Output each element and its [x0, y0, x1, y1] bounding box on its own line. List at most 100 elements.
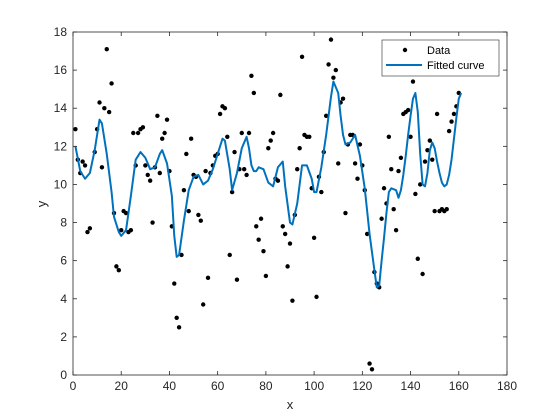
data-point [155, 113, 160, 119]
data-point [295, 167, 300, 172]
data-point [232, 149, 237, 155]
data-point [364, 231, 370, 237]
data-point [386, 134, 392, 140]
x-tick-label: 180 [497, 379, 517, 393]
data-point [422, 159, 428, 164]
y-tick-label: 0 [60, 368, 67, 382]
data-point [280, 224, 285, 229]
data-point [150, 220, 155, 225]
data-point [217, 111, 223, 117]
data-point [326, 62, 331, 67]
data-point [355, 176, 360, 181]
y-tick-label: 18 [54, 25, 68, 39]
data-point [73, 126, 78, 132]
x-tick-label: 40 [163, 379, 177, 393]
data-point [451, 111, 457, 117]
x-tick-label: 140 [401, 379, 421, 393]
data-point [162, 130, 167, 136]
data-point [449, 119, 454, 124]
data-point [340, 96, 346, 101]
data-point [188, 136, 194, 141]
legend-label-data: Data [427, 45, 451, 57]
data-point [352, 161, 358, 166]
data-point [266, 146, 271, 151]
legend: Data Fitted curve [381, 39, 500, 77]
data-point [444, 207, 449, 212]
x-tick-label: 100 [304, 379, 324, 393]
data-point [398, 155, 404, 160]
y-tick-label: 16 [54, 63, 68, 77]
data-point [432, 208, 437, 214]
data-point [369, 367, 375, 372]
data-point [268, 138, 273, 143]
x-axis-label: x [287, 397, 294, 412]
data-point [157, 170, 162, 176]
y-tick-label: 8 [60, 216, 67, 230]
data-point [160, 136, 165, 141]
plot-area [73, 32, 507, 375]
data-point [174, 315, 179, 321]
data-point [367, 361, 372, 366]
data-point [249, 73, 254, 79]
data-point [251, 90, 257, 96]
data-point [227, 252, 232, 258]
data-point [410, 79, 416, 84]
data-point [408, 134, 413, 140]
data-point [140, 125, 146, 130]
data-point [425, 147, 430, 153]
data-layer [73, 37, 463, 372]
data-point [128, 227, 134, 233]
data-point [143, 163, 148, 168]
data-point [420, 271, 425, 277]
ticks-layer: 0 20 40 60 80 100 120 140 160 180 0 2 4 6 8 10 12 14 16 18 [54, 25, 518, 393]
data-point [198, 218, 203, 223]
data-point [181, 187, 187, 193]
legend-marker-data [402, 47, 408, 53]
data-point [275, 178, 281, 183]
y-axis-label: y [34, 200, 49, 207]
data-point [106, 109, 112, 115]
data-point [145, 172, 150, 178]
data-point [263, 273, 269, 279]
data-point [114, 264, 119, 269]
data-point [314, 294, 319, 300]
data-point [87, 226, 93, 231]
data-point [123, 210, 129, 216]
data-point [290, 298, 295, 303]
data-point [418, 182, 423, 187]
data-point [135, 130, 141, 136]
data-point [297, 146, 302, 151]
data-point [82, 163, 88, 168]
data-point [229, 189, 235, 195]
data-point [405, 107, 411, 113]
legend-box [381, 39, 500, 77]
data-point [246, 130, 252, 136]
x-tick-label: 60 [211, 379, 225, 393]
data-point [80, 159, 85, 164]
y-tick-label: 14 [54, 101, 68, 115]
y-tick-label: 6 [60, 254, 67, 268]
data-point [97, 100, 102, 105]
data-point [336, 161, 341, 166]
y-tick-label: 10 [54, 177, 68, 191]
data-point [85, 229, 90, 235]
data-point [393, 227, 399, 233]
data-point [205, 275, 211, 281]
fitted-curve-line [74, 80, 463, 289]
data-point [244, 172, 249, 178]
y-tick-label: 2 [60, 330, 67, 344]
data-point [179, 252, 184, 258]
data-point [307, 134, 312, 140]
data-point [415, 256, 420, 261]
data-point [201, 302, 206, 307]
data-point [270, 130, 276, 136]
data-point [164, 117, 170, 122]
data-point [285, 264, 290, 269]
y-tick-label: 12 [54, 139, 68, 153]
axes-box [72, 31, 508, 376]
data-point [196, 212, 201, 218]
x-tick-label: 160 [449, 379, 469, 393]
data-point [413, 191, 418, 197]
data-point [116, 267, 122, 273]
